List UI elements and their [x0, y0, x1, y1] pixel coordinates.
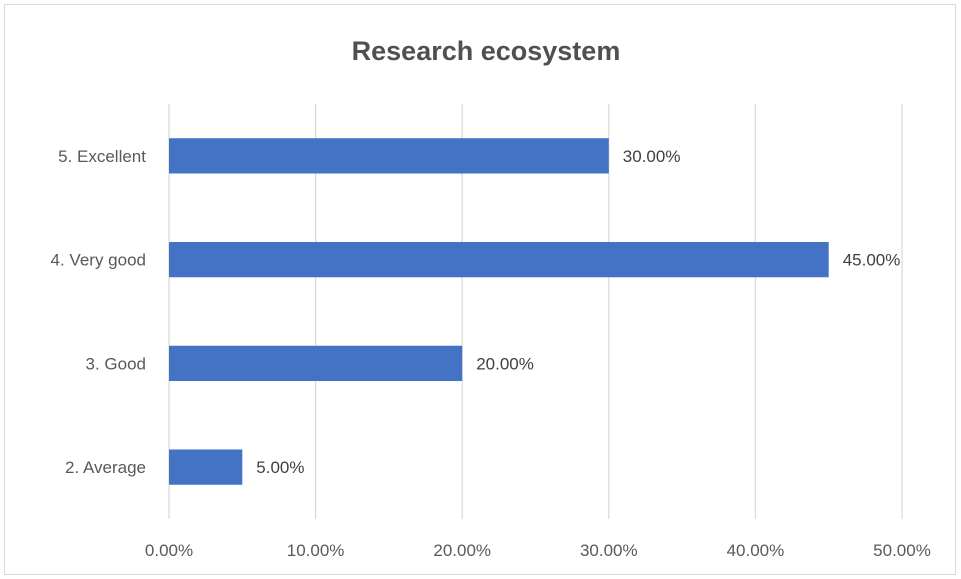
- chart-frame: [4, 4, 956, 575]
- bar: [169, 138, 609, 174]
- x-tick-label: 0.00%: [145, 541, 193, 560]
- x-tick-label: 30.00%: [580, 541, 638, 560]
- category-label: 5. Excellent: [58, 147, 146, 166]
- bar: [169, 241, 829, 278]
- bar: [169, 345, 463, 382]
- category-label: 3. Good: [86, 354, 147, 373]
- x-tick-label: 20.00%: [433, 541, 491, 560]
- bars: [169, 138, 829, 485]
- category-label: 4. Very good: [51, 251, 146, 270]
- x-tick-label: 50.00%: [873, 541, 931, 560]
- bar: [169, 449, 243, 485]
- data-label: 5.00%: [256, 458, 304, 477]
- data-labels: 30.00% 45.00% 20.00% 5.00%: [256, 147, 900, 477]
- data-label: 45.00%: [843, 251, 901, 270]
- x-tick-label: 10.00%: [287, 541, 345, 560]
- x-tick-label: 40.00%: [727, 541, 785, 560]
- chart-title: Research ecosystem: [352, 36, 621, 66]
- category-labels: 5. Excellent 4. Very good 3. Good 2. Averag…: [51, 147, 147, 477]
- category-label: 2. Average: [65, 458, 146, 477]
- x-axis-ticks: 0.00% 10.00% 20.00% 30.00% 40.00% 50.00%: [145, 541, 931, 560]
- data-label: 20.00%: [476, 354, 534, 373]
- data-label: 30.00%: [623, 147, 681, 166]
